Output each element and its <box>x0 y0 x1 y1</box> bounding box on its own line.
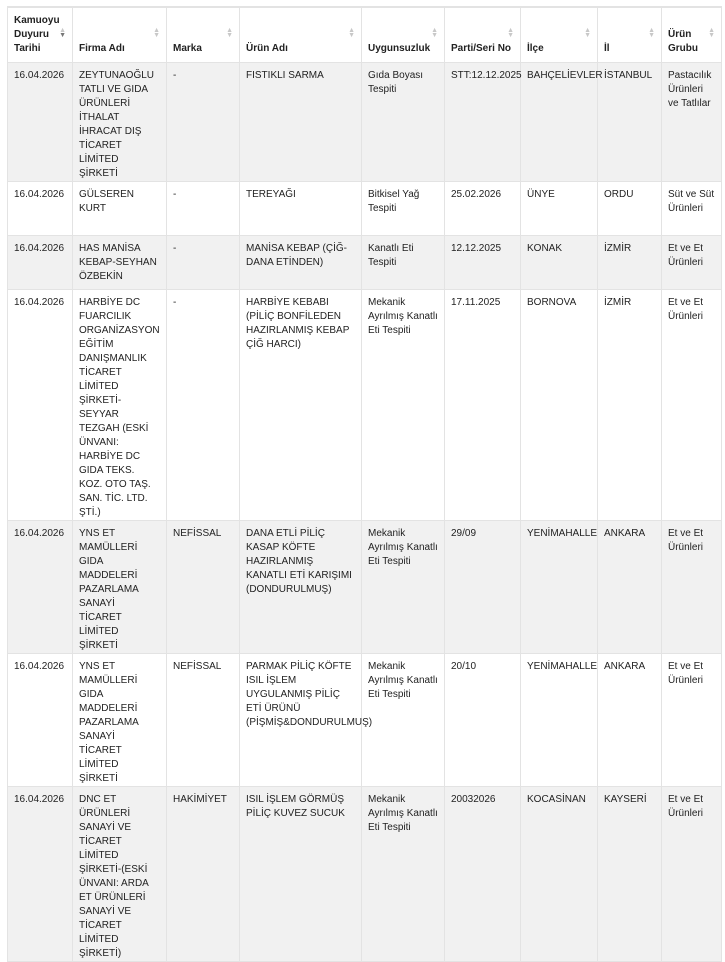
cell-district: BORNOVA <box>520 289 598 521</box>
sort-icon[interactable]: ▲ ▼ <box>507 27 514 39</box>
column-header-group[interactable]: Ürün Grubu ▲ ▼ <box>661 6 722 63</box>
sort-icon[interactable]: ▲ ▼ <box>648 27 655 39</box>
cell-nonconformity: Mekanik Ayrılmış Kanatlı Eti Tespiti <box>361 786 445 962</box>
cell-date: 16.04.2026 <box>7 181 73 236</box>
cell-province: İZMİR <box>597 289 662 521</box>
cell-company: YNS ET MAMÜLLERİ GIDA MADDELERİ PAZARLAM… <box>72 520 167 654</box>
cell-batch: 20032026 <box>444 786 521 962</box>
cell-group: Et ve Et Ürünleri <box>661 520 722 654</box>
cell-group: Et ve Et Ürünleri <box>661 653 722 787</box>
column-header-date[interactable]: Kamuoyu Duyuru Tarihi ▲ ▼ <box>7 6 73 63</box>
table-row: 16.04.2026 YNS ET MAMÜLLERİ GIDA MADDELER… <box>7 520 722 654</box>
cell-nonconformity: Mekanik Ayrılmış Kanatlı Eti Tespiti <box>361 520 445 654</box>
cell-nonconformity: Mekanik Ayrılmış Kanatlı Eti Tespiti <box>361 653 445 787</box>
column-header-label: Uygunsuzluk <box>368 43 431 54</box>
cell-company: ZEYTUNAOĞLU TATLI VE GIDA ÜRÜNLERİ İTHAL… <box>72 62 167 182</box>
table-row: 16.04.2026 YNS ET MAMÜLLERİ GIDA MADDELER… <box>7 653 722 787</box>
cell-province: ANKARA <box>597 653 662 787</box>
cell-district: KONAK <box>520 235 598 290</box>
cell-company: YNS ET MAMÜLLERİ GIDA MADDELERİ PAZARLAM… <box>72 653 167 787</box>
column-header-label: Marka <box>173 43 202 54</box>
cell-province: ORDU <box>597 181 662 236</box>
cell-group: Süt ve Süt Ürünleri <box>661 181 722 236</box>
cell-province: İZMİR <box>597 235 662 290</box>
cell-group: Et ve Et Ürünleri <box>661 235 722 290</box>
column-header-product[interactable]: Ürün Adı ▲ ▼ <box>239 6 362 63</box>
cell-company: GÜLSEREN KURT <box>72 181 167 236</box>
cell-batch: 25.02.2026 <box>444 181 521 236</box>
column-header-label: Ürün Adı <box>246 43 288 54</box>
table-row: 16.04.2026 HAS MANİSA KEBAP-SEYHAN ÖZBEKİ… <box>7 235 722 290</box>
cell-date: 16.04.2026 <box>7 786 73 962</box>
cell-nonconformity: Gıda Boyası Tespiti <box>361 62 445 182</box>
sort-icon[interactable]: ▲ ▼ <box>348 27 355 39</box>
cell-product: PARMAK PİLİÇ KÖFTE ISIL İŞLEM UYGULANMIŞ… <box>239 653 372 787</box>
cell-nonconformity: Kanatlı Eti Tespiti <box>361 235 445 290</box>
sort-icon[interactable]: ▲ ▼ <box>584 27 591 39</box>
cell-date: 16.04.2026 <box>7 62 73 182</box>
cell-nonconformity: Bitkisel Yağ Tespiti <box>361 181 445 236</box>
sort-icon[interactable]: ▲ ▼ <box>708 27 715 39</box>
recall-table: Kamuoyu Duyuru Tarihi ▲ ▼ Firma Adı ▲ ▼ Marka ▲… <box>7 6 722 962</box>
cell-batch: 29/09 <box>444 520 521 654</box>
cell-group: Et ve Et Ürünleri <box>661 786 722 962</box>
table-row: 16.04.2026 ZEYTUNAOĞLU TATLI VE GIDA ÜRÜN… <box>7 62 722 182</box>
cell-product: ISIL İŞLEM GÖRMÜŞ PİLİÇ KUVEZ SUCUK <box>239 786 362 962</box>
cell-date: 16.04.2026 <box>7 289 73 521</box>
cell-product: FISTIKLI SARMA <box>239 62 362 182</box>
cell-brand: HAKİMİYET <box>166 786 240 962</box>
cell-date: 16.04.2026 <box>7 520 73 654</box>
column-header-label: İlçe <box>527 43 544 54</box>
column-header-brand[interactable]: Marka ▲ ▼ <box>166 6 240 63</box>
cell-nonconformity: Mekanik Ayrılmış Kanatlı Eti Tespiti <box>361 289 445 521</box>
table-row: 16.04.2026 DNC ET ÜRÜNLERİ SANAYİ VE TİCA… <box>7 786 722 962</box>
column-header-label: Parti/Seri No <box>451 43 512 54</box>
cell-district: ÜNYE <box>520 181 598 236</box>
header-row: Kamuoyu Duyuru Tarihi ▲ ▼ Firma Adı ▲ ▼ Marka ▲… <box>7 6 722 63</box>
sort-icon[interactable]: ▲ ▼ <box>226 27 233 39</box>
cell-brand: NEFİSSAL <box>166 653 240 787</box>
column-header-company[interactable]: Firma Adı ▲ ▼ <box>72 6 167 63</box>
cell-batch: 17.11.2025 <box>444 289 521 521</box>
column-header-label: İl <box>604 43 610 54</box>
cell-district: BAHÇELİEVLER <box>520 62 603 182</box>
cell-batch: 20/10 <box>444 653 521 787</box>
cell-brand: - <box>166 235 240 290</box>
column-header-label: Kamuoyu Duyuru Tarihi <box>14 15 60 54</box>
cell-brand: - <box>166 181 240 236</box>
cell-brand: - <box>166 62 240 182</box>
sort-descending-icon[interactable]: ▲ ▼ <box>59 27 66 39</box>
column-header-district[interactable]: İlçe ▲ ▼ <box>520 6 598 63</box>
table-row: 16.04.2026 HARBİYE DC FUARCILIK ORGANİZAS… <box>7 289 722 521</box>
cell-brand: - <box>166 289 240 521</box>
column-header-label: Ürün Grubu <box>668 29 698 54</box>
cell-date: 16.04.2026 <box>7 653 73 787</box>
column-header-nonconformity[interactable]: Uygunsuzluk ▲ ▼ <box>361 6 445 63</box>
sort-icon[interactable]: ▲ ▼ <box>431 27 438 39</box>
cell-company: HARBİYE DC FUARCILIK ORGANİZASYON EĞİTİM… <box>72 289 167 521</box>
cell-product: HARBİYE KEBABI (PİLİÇ BONFİLEDEN HAZIRLA… <box>239 289 362 521</box>
cell-company: HAS MANİSA KEBAP-SEYHAN ÖZBEKİN <box>72 235 167 290</box>
cell-batch: STT:12.12.2025 <box>444 62 522 182</box>
cell-brand: NEFİSSAL <box>166 520 240 654</box>
cell-product: TEREYAĞI <box>239 181 362 236</box>
cell-batch: 12.12.2025 <box>444 235 521 290</box>
cell-province: ANKARA <box>597 520 662 654</box>
table-row: 16.04.2026 GÜLSEREN KURT - TEREYAĞI Bitkisel… <box>7 181 722 236</box>
cell-district: YENİMAHALLE <box>520 653 598 787</box>
cell-province: İSTANBUL <box>597 62 662 182</box>
column-header-province[interactable]: İl ▲ ▼ <box>597 6 662 63</box>
sort-icon[interactable]: ▲ ▼ <box>153 27 160 39</box>
cell-province: KAYSERİ <box>597 786 662 962</box>
cell-group: Pastacılık Ürünleri ve Tatlılar <box>661 62 722 182</box>
column-header-batch[interactable]: Parti/Seri No ▲ ▼ <box>444 6 521 63</box>
cell-district: KOCASİNAN <box>520 786 598 962</box>
cell-district: YENİMAHALLE <box>520 520 598 654</box>
cell-company: DNC ET ÜRÜNLERİ SANAYİ VE TİCARET LİMİTE… <box>72 786 167 962</box>
cell-product: DANA ETLİ PİLİÇ KASAP KÖFTE HAZIRLANMIŞ … <box>239 520 362 654</box>
cell-group: Et ve Et Ürünleri <box>661 289 722 521</box>
column-header-label: Firma Adı <box>79 43 125 54</box>
cell-product: MANİSA KEBAP (ÇİĞ-DANA ETİNDEN) <box>239 235 362 290</box>
cell-date: 16.04.2026 <box>7 235 73 290</box>
